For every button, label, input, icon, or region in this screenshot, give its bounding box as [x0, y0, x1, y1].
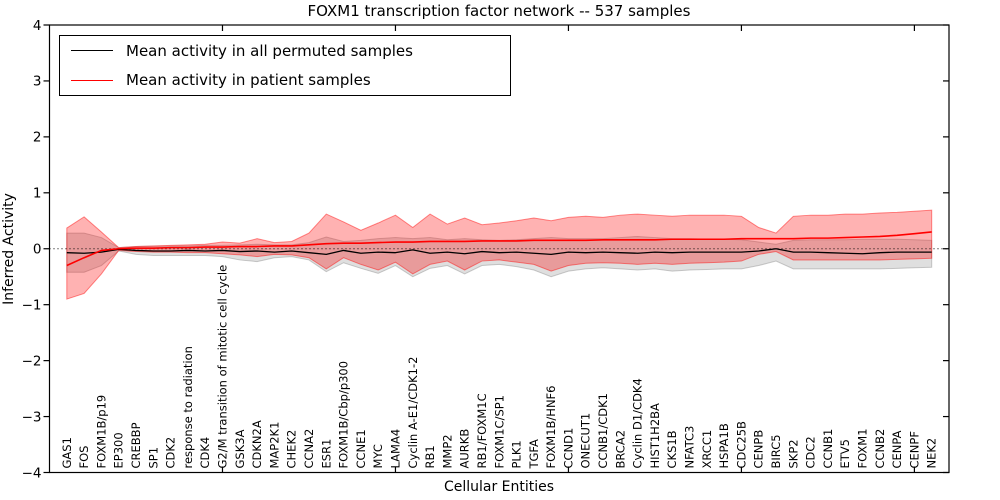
x-category-label: FOXM1B/Cbp/p300 — [337, 361, 351, 469]
x-category-label: ETV5 — [838, 439, 852, 468]
x-category-label: NEK2 — [925, 438, 939, 469]
x-category-label: PLK1 — [510, 440, 524, 468]
legend: Mean activity in all permuted samples Me… — [59, 35, 511, 96]
y-tick-label: 3 — [33, 74, 42, 90]
x-category-label: SP1 — [146, 447, 160, 469]
x-category-label: GSK3A — [233, 429, 247, 468]
x-category-label: CCNA2 — [302, 429, 316, 469]
x-category-label: G2/M transition of mitotic cell cycle — [215, 265, 229, 469]
x-category-label: CDC25B — [734, 421, 748, 469]
x-category-label: ONECUT1 — [579, 413, 593, 469]
x-category-label: FOXM1B/HNF6 — [544, 386, 558, 469]
x-category-label: Cyclin D1/CDK4 — [631, 378, 645, 468]
x-category-label: RB1 — [423, 445, 437, 468]
x-category-label: CREBBP — [129, 422, 143, 468]
x-category-label: XRCC1 — [700, 430, 714, 469]
x-category-label: Cyclin A-E1/CDK1-2 — [406, 357, 420, 469]
permuted-samples-range-band — [66, 232, 933, 278]
x-category-label: FOXM1B/p19 — [94, 395, 108, 469]
y-tick-label: 4 — [33, 18, 42, 34]
x-category-label: CENPB — [752, 430, 766, 469]
x-category-label: MMP2 — [440, 434, 454, 468]
x-category-label: HIST1H2BA — [648, 403, 662, 469]
x-category-label: CCNE1 — [354, 429, 368, 468]
y-tick-label: −3 — [22, 409, 42, 425]
y-tick-label: −2 — [22, 353, 42, 369]
x-category-label: FOS — [77, 446, 91, 469]
x-category-label: BRCA2 — [613, 430, 627, 469]
x-category-label: CDK2 — [164, 437, 178, 469]
chart-layer: 4 3 2 1 0 −1 −2 −3 −4 GAS1 FOS FOXM1B/p19 EP300 CREBB… — [22, 18, 950, 481]
x-category-label: CCNB1/CDK1 — [596, 393, 610, 469]
legend-item-patient: Mean activity in patient samples — [60, 66, 510, 95]
x-category-label: HSPA1B — [717, 423, 731, 468]
permuted-line-swatch-icon — [71, 50, 113, 52]
x-category-label: MYC — [371, 444, 385, 468]
x-category-label: CDC2 — [804, 436, 818, 468]
legend-item-permuted: Mean activity in all permuted samples — [60, 36, 510, 65]
x-category-label: ESR1 — [319, 439, 333, 469]
y-tick-label: −4 — [22, 465, 42, 481]
x-category-label: FOXM1 — [856, 428, 870, 468]
patient-line-swatch-icon — [71, 79, 113, 81]
x-category-label: SKP2 — [786, 439, 800, 468]
x-category-label: TGFA — [527, 439, 541, 469]
patient-samples-range-band — [66, 209, 933, 300]
x-category-label: CCNB1 — [821, 429, 835, 469]
x-category-label: EP300 — [112, 432, 126, 468]
x-category-label: GAS1 — [60, 437, 74, 468]
y-tick-label: 2 — [33, 130, 42, 146]
x-category-label: BIRC5 — [769, 434, 783, 468]
x-category-label: FOXM1C/SP1 — [492, 395, 506, 469]
x-axis-label: Cellular Entities — [444, 479, 554, 495]
y-tick-label: −1 — [22, 297, 42, 313]
x-category-label: LAMA4 — [388, 429, 402, 469]
y-axis-label: Inferred Activity — [1, 193, 17, 305]
x-category-label: CENPF — [907, 431, 921, 468]
legend-label-permuted: Mean activity in all permuted samples — [126, 41, 413, 60]
x-category-label: CDKN2A — [250, 420, 264, 468]
y-tick-label: 0 — [33, 242, 42, 258]
x-category-label: CENPA — [890, 430, 904, 468]
x-category-label: NFATC3 — [683, 426, 697, 469]
legend-label-patient: Mean activity in patient samples — [126, 71, 371, 90]
patient-mean-line — [66, 231, 932, 267]
x-category-label: CDK4 — [198, 437, 212, 469]
chart-title: FOXM1 transcription factor network -- 53… — [308, 2, 691, 20]
x-category-label: AURKB — [458, 429, 472, 469]
x-category-label: CKS1B — [665, 430, 679, 468]
x-category-label: MAP2K1 — [267, 422, 281, 469]
x-category-label: response to radiation — [181, 346, 195, 468]
permuted-mean-line — [66, 248, 932, 255]
x-category-label: CCND1 — [561, 428, 575, 469]
x-category-label: CHEK2 — [285, 430, 299, 469]
x-category-label: RB1/FOXM1C — [475, 393, 489, 468]
x-category-label: CCNB2 — [873, 429, 887, 469]
y-tick-label: 1 — [33, 186, 42, 202]
